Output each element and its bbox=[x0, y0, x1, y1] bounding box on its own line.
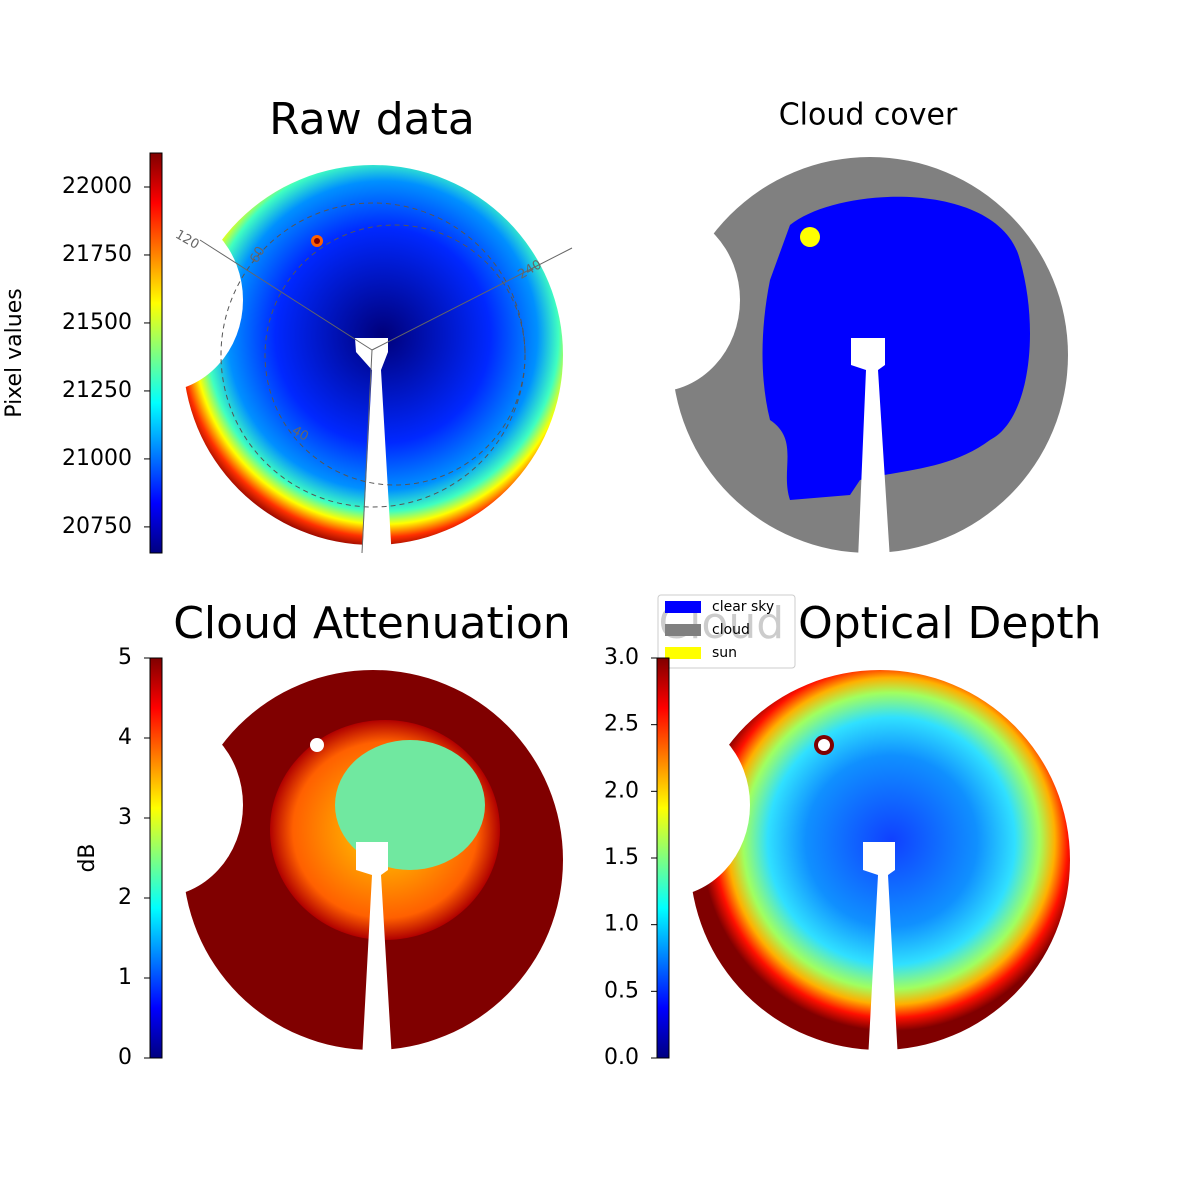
colorbar bbox=[656, 657, 670, 1059]
raw-image bbox=[73, 165, 573, 560]
tick-label: 21750 bbox=[62, 242, 132, 267]
tick-label: 2.5 bbox=[604, 712, 639, 737]
tick-label: 4 bbox=[118, 725, 132, 750]
legend-swatch bbox=[665, 624, 701, 636]
tick-label: 0.5 bbox=[604, 978, 639, 1003]
legend-swatch bbox=[665, 647, 701, 659]
legend-swatch bbox=[665, 601, 701, 613]
attenuation-image bbox=[73, 670, 563, 1060]
tick-label: 2.0 bbox=[604, 778, 639, 803]
tick-label: 21250 bbox=[62, 378, 132, 403]
tick-label: 22000 bbox=[62, 174, 132, 199]
legend-label: sun bbox=[712, 645, 737, 661]
tick-label: 1.0 bbox=[604, 912, 639, 937]
cloud-cover-image bbox=[570, 157, 1068, 560]
tick-label: 0.0 bbox=[604, 1045, 639, 1070]
legend-label: clear sky bbox=[712, 599, 774, 615]
tick-label: 1 bbox=[118, 965, 132, 990]
tick-label: 1.5 bbox=[604, 845, 639, 870]
panel-title: Cloud cover bbox=[779, 98, 958, 133]
panel-title: Raw data bbox=[269, 94, 475, 145]
polar-label: 60 bbox=[247, 244, 268, 266]
polar-label: 40 bbox=[289, 423, 311, 444]
colorbar-label: Pixel values bbox=[2, 288, 27, 417]
panel-title: Cloud Attenuation bbox=[173, 598, 571, 649]
tick-label: 21500 bbox=[62, 310, 132, 335]
tick-label: 2 bbox=[118, 885, 132, 910]
tick-label: 3.0 bbox=[604, 645, 639, 670]
colorbar bbox=[149, 657, 163, 1059]
optical-depth-image bbox=[580, 670, 1070, 1060]
colorbar bbox=[149, 152, 163, 554]
colorbar-label: dB bbox=[75, 843, 100, 872]
tick-label: 3 bbox=[118, 805, 132, 830]
tick-label: 21000 bbox=[62, 446, 132, 471]
tick-label: 0 bbox=[118, 1045, 132, 1070]
tick-label: 5 bbox=[118, 645, 132, 670]
tick-label: 20750 bbox=[62, 514, 132, 539]
legend-label: cloud bbox=[712, 622, 750, 638]
